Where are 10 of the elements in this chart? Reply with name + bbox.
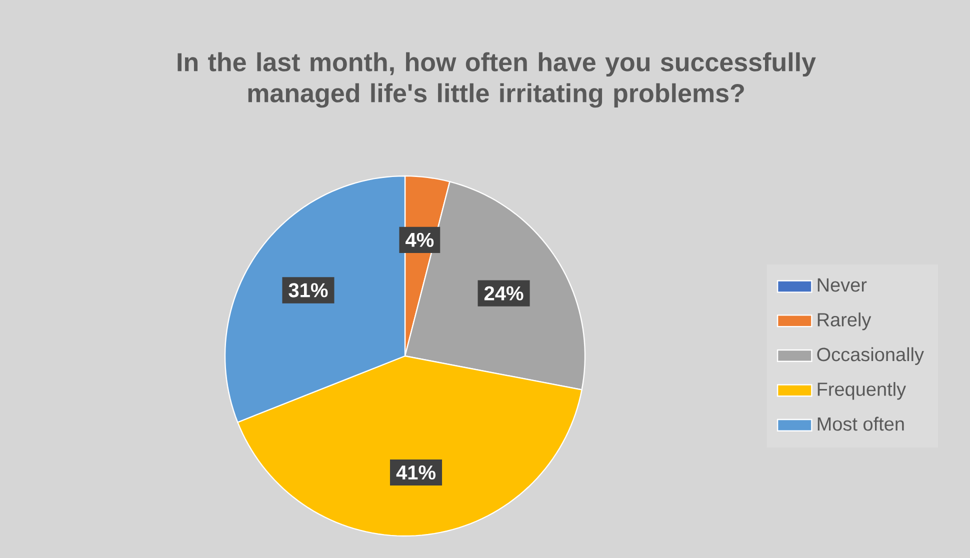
legend-label: Rarely: [818, 312, 872, 330]
chart-title: In the last month, how often have you successfully managed life's little irritating problems?: [178, 52, 816, 108]
legend-label: Most often: [818, 416, 904, 431]
legend-label: Occasionally: [817, 347, 924, 365]
data-label: 4%: [406, 232, 434, 247]
data-label: 41%: [396, 465, 436, 480]
legend-label: Frequently: [818, 382, 906, 400]
legend-label: Never: [818, 278, 867, 292]
data-label: 24%: [484, 286, 524, 300]
data-label: 31%: [288, 283, 328, 298]
